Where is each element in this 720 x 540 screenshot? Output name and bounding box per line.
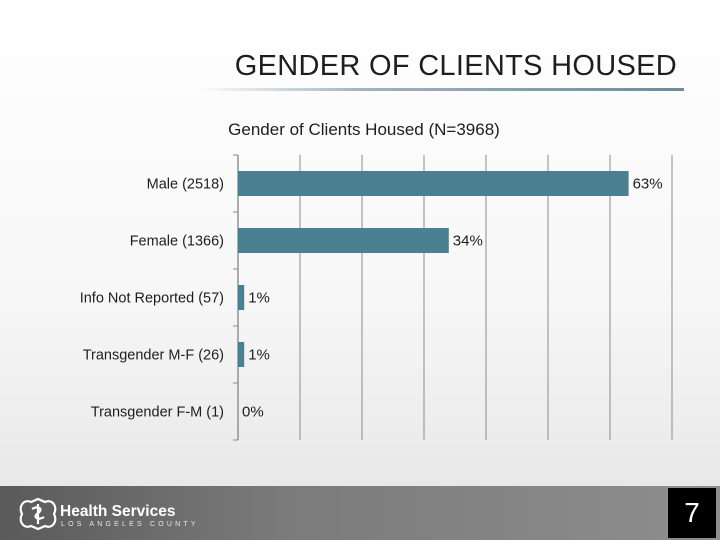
chart-bars (238, 171, 629, 367)
data-label-1: 34% (453, 233, 483, 250)
logo-subtext: LOS ANGELES COUNTY (61, 521, 199, 528)
logo-text: Health Services (60, 503, 176, 520)
bar-1 (238, 228, 449, 253)
health-services-logo-icon (19, 497, 57, 531)
category-label-1: Female (1366) (130, 234, 224, 250)
data-label-4: 0% (242, 404, 264, 421)
page-number: 7 (668, 488, 716, 538)
bar-2 (238, 285, 245, 310)
data-label-0: 63% (633, 176, 663, 193)
category-label-0: Male (2518) (147, 177, 224, 193)
bar-chart: Gender of Clients Housed (N=3968) Male (… (80, 120, 673, 441)
chart-gridlines (233, 154, 673, 441)
category-label-3: Transgender M-F (26) (83, 348, 224, 364)
chart-title: Gender of Clients Housed (N=3968) (228, 120, 500, 139)
data-label-2: 1% (248, 290, 270, 307)
bar-3 (238, 342, 245, 367)
category-label-4: Transgender F-M (1) (91, 405, 224, 421)
title-underline (192, 88, 684, 91)
slide-title: GENDER OF CLIENTS HOUSED (234, 50, 677, 82)
chart-labels: Male (2518) 63% Female (1366) 34% Info Not R… (80, 176, 663, 421)
bar-0 (238, 171, 629, 196)
footer-band (0, 486, 720, 540)
category-label-2: Info Not Reported (57) (80, 291, 224, 307)
data-label-3: 1% (248, 347, 270, 364)
